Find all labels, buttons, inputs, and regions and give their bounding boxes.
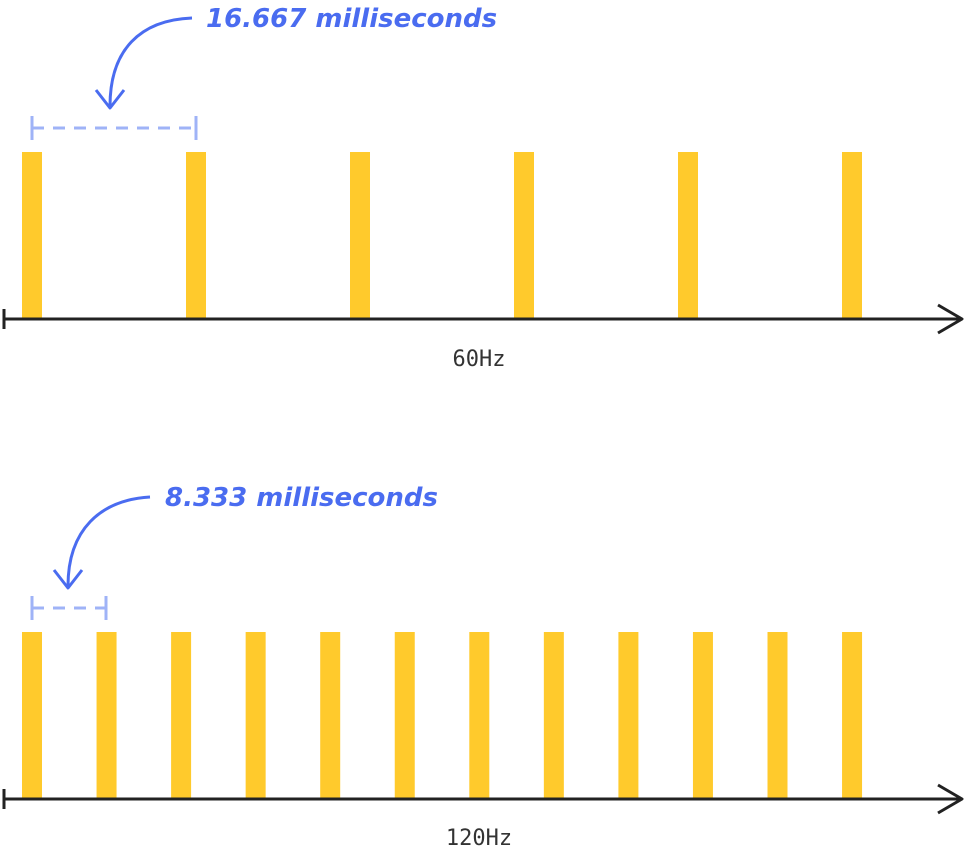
pointer-arrow [108, 16, 193, 107]
frame-bar [842, 632, 863, 798]
frame-bar [692, 632, 713, 798]
interval-label: 16.667 milliseconds [206, 4, 497, 34]
frame-bars [22, 632, 863, 798]
pointer-arrow [66, 495, 151, 587]
frame-bar [767, 632, 788, 798]
time-axis [2, 783, 964, 815]
frame-bar [245, 632, 266, 798]
frame-bar [469, 632, 490, 798]
bottom-diagram: 8.333 milliseconds 120Hz [2, 483, 964, 851]
frame-bar [842, 152, 862, 318]
frame-bars [22, 152, 862, 318]
interval-bracket [30, 116, 198, 140]
rate-label: 60Hz [453, 347, 506, 372]
interval-bracket [30, 596, 108, 620]
interval-label: 8.333 milliseconds [165, 483, 438, 513]
frame-bar [171, 632, 192, 798]
frame-bar [186, 152, 206, 318]
frame-bar [22, 632, 42, 798]
time-axis [2, 303, 964, 335]
top-diagram: 16.667 milliseconds 60Hz [2, 4, 964, 372]
frame-bar [22, 152, 42, 318]
frame-bar [543, 632, 564, 798]
frame-bar [320, 632, 341, 798]
pointer-arrow-head [94, 89, 126, 110]
frame-bar [678, 152, 698, 318]
frame-bar [96, 632, 117, 798]
frame-bar [514, 152, 534, 318]
frame-bar [618, 632, 639, 798]
frame-bar [394, 632, 415, 798]
rate-label: 120Hz [446, 826, 512, 851]
frame-bar [350, 152, 370, 318]
pointer-arrow-head [52, 569, 84, 590]
